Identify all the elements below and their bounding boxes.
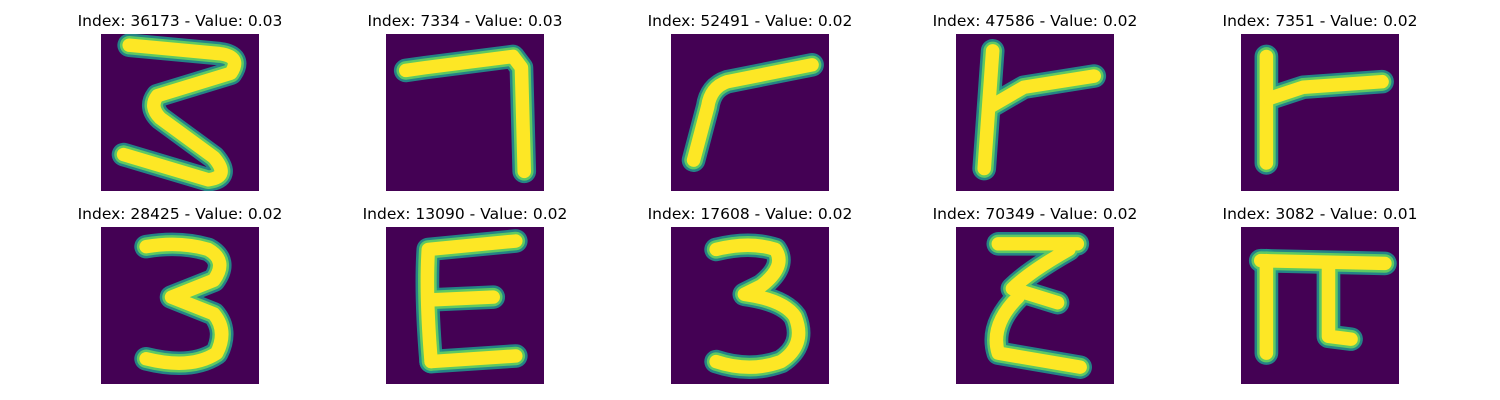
digit-image xyxy=(1241,227,1399,384)
digit-panel: Index: 28425 - Value: 0.02 xyxy=(40,204,320,389)
digit-panel: Index: 7351 - Value: 0.02 xyxy=(1180,11,1460,196)
digit-image xyxy=(956,227,1114,384)
digit-panel: Index: 36173 - Value: 0.03 xyxy=(40,11,320,196)
digit-panel: Index: 52491 - Value: 0.02 xyxy=(610,11,890,196)
digit-panel: Index: 7334 - Value: 0.03 xyxy=(325,11,605,196)
panel-title: Index: 3082 - Value: 0.01 xyxy=(1180,204,1460,224)
panel-title: Index: 36173 - Value: 0.03 xyxy=(40,11,320,31)
digit-stroke xyxy=(431,356,516,362)
digit-image xyxy=(101,34,259,191)
panel-title: Index: 47586 - Value: 0.02 xyxy=(895,11,1175,31)
panel-title: Index: 7351 - Value: 0.02 xyxy=(1180,11,1460,31)
panel-title: Index: 28425 - Value: 0.02 xyxy=(40,204,320,224)
digit-image xyxy=(101,227,259,384)
digit-image xyxy=(671,227,829,384)
panel-title: Index: 13090 - Value: 0.02 xyxy=(325,204,605,224)
panel-title: Index: 70349 - Value: 0.02 xyxy=(895,204,1175,224)
panel-title: Index: 17608 - Value: 0.02 xyxy=(610,204,890,224)
digit-panel: Index: 70349 - Value: 0.02 xyxy=(895,204,1175,389)
digit-image xyxy=(1241,34,1399,191)
digit-panel: Index: 17608 - Value: 0.02 xyxy=(610,204,890,389)
digit-image xyxy=(671,34,829,191)
digit-panel: Index: 3082 - Value: 0.01 xyxy=(1180,204,1460,389)
panel-title: Index: 52491 - Value: 0.02 xyxy=(610,11,890,31)
panel-title: Index: 7334 - Value: 0.03 xyxy=(325,11,605,31)
digit-image xyxy=(956,34,1114,191)
digit-stroke xyxy=(431,297,493,300)
digit-panel: Index: 13090 - Value: 0.02 xyxy=(325,204,605,389)
digit-image xyxy=(386,227,544,384)
digit-panel: Index: 47586 - Value: 0.02 xyxy=(895,11,1175,196)
digit-image xyxy=(386,34,544,191)
